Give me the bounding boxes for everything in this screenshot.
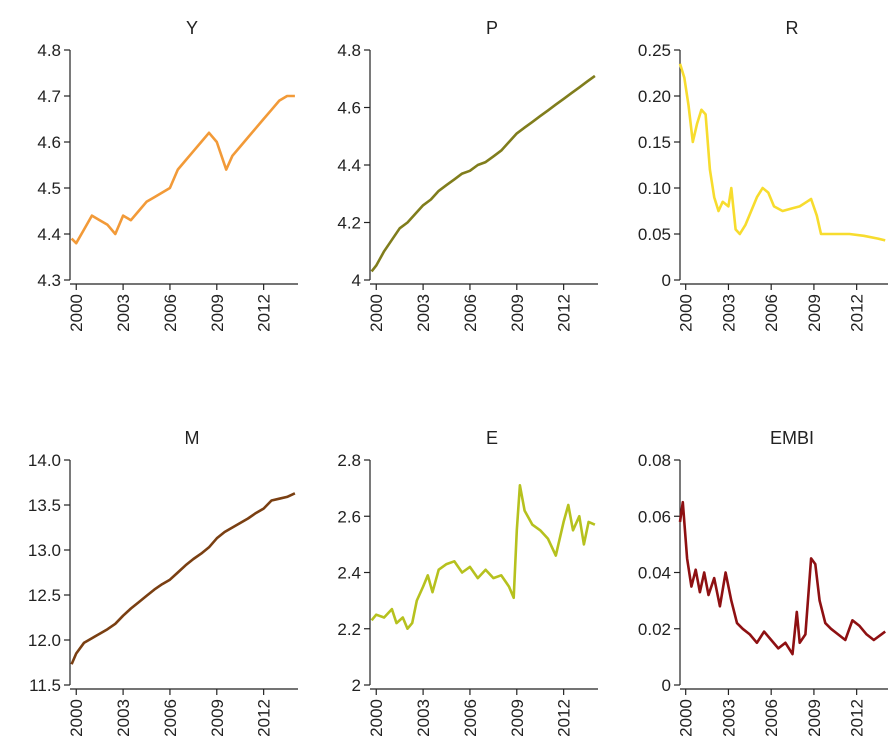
x-tick-label: 2000 [677, 699, 696, 737]
x-tick-label: 2012 [555, 699, 574, 737]
y-tick-label: 0.05 [638, 225, 671, 244]
x-tick-label: 2012 [255, 294, 274, 332]
x-tick-label: 2009 [208, 294, 227, 332]
y-tick-label: 0.20 [638, 87, 671, 106]
y-tick-label: 14.0 [28, 451, 61, 470]
x-tick-label: 2006 [161, 699, 180, 737]
y-tick-label: 4.4 [37, 225, 61, 244]
y-tick-label: 4 [352, 271, 361, 290]
chart-title: R [786, 18, 799, 38]
data-line [70, 94, 295, 245]
y-tick-label: 0.04 [638, 564, 671, 583]
x-tick-label: 2000 [367, 294, 386, 332]
x-tick-label: 2009 [508, 699, 527, 737]
chart-title: Y [186, 18, 198, 38]
y-tick-label: 0.10 [638, 179, 671, 198]
data-line [370, 74, 596, 273]
x-tick-label: 2000 [67, 294, 86, 332]
data-line [70, 492, 296, 665]
x-tick-label: 2006 [161, 294, 180, 332]
y-tick-label: 0 [662, 271, 671, 290]
x-tick-label: 2003 [719, 294, 738, 332]
y-tick-label: 2.8 [337, 451, 361, 470]
x-tick-label: 2012 [848, 699, 867, 737]
y-tick-label: 2.2 [337, 620, 361, 639]
y-tick-label: 4.5 [37, 179, 61, 198]
y-tick-label: 0.08 [638, 451, 671, 470]
y-tick-label: 4.8 [337, 41, 361, 60]
x-tick-label: 2006 [762, 294, 781, 332]
x-tick-label: 2000 [367, 699, 386, 737]
x-tick-label: 2003 [414, 294, 433, 332]
x-tick-label: 2000 [67, 699, 86, 737]
y-tick-label: 12.0 [28, 631, 61, 650]
x-tick-label: 2006 [461, 294, 480, 332]
chart-title: P [486, 18, 498, 38]
y-tick-label: 0.02 [638, 620, 671, 639]
data-line [678, 500, 886, 656]
x-tick-label: 2003 [414, 699, 433, 737]
x-tick-label: 2003 [114, 294, 133, 332]
x-tick-label: 2003 [114, 699, 133, 737]
y-tick-label: 0.06 [638, 507, 671, 526]
x-tick-label: 2009 [805, 699, 824, 737]
y-tick-label: 0 [662, 676, 671, 695]
x-tick-label: 2000 [677, 294, 696, 332]
chart-title: E [486, 428, 498, 448]
x-tick-label: 2006 [762, 699, 781, 737]
x-tick-label: 2006 [461, 699, 480, 737]
data-line [370, 484, 596, 630]
chart-title: EMBI [770, 428, 814, 448]
y-tick-label: 2 [352, 676, 361, 695]
y-tick-label: 13.5 [28, 496, 61, 515]
y-tick-label: 4.2 [337, 214, 361, 233]
y-tick-label: 4.7 [37, 87, 61, 106]
x-tick-label: 2012 [255, 699, 274, 737]
y-tick-label: 4.4 [337, 156, 361, 175]
y-tick-label: 12.5 [28, 586, 61, 605]
y-tick-label: 11.5 [29, 676, 61, 695]
x-tick-label: 2009 [805, 294, 824, 332]
y-tick-label: 4.3 [37, 271, 61, 290]
y-tick-label: 2.6 [337, 507, 361, 526]
chart-title: M [185, 428, 200, 448]
y-tick-label: 13.0 [28, 541, 61, 560]
y-tick-label: 4.8 [37, 41, 61, 60]
y-tick-label: 0.25 [638, 41, 671, 60]
data-line [678, 63, 886, 242]
x-tick-label: 2009 [508, 294, 527, 332]
y-tick-label: 0.15 [638, 133, 671, 152]
y-tick-label: 4.6 [337, 99, 361, 118]
x-tick-label: 2012 [555, 294, 574, 332]
y-tick-label: 4.6 [37, 133, 61, 152]
x-tick-label: 2012 [848, 294, 867, 332]
x-tick-label: 2003 [719, 699, 738, 737]
y-tick-label: 2.4 [337, 564, 361, 583]
x-tick-label: 2009 [208, 699, 227, 737]
